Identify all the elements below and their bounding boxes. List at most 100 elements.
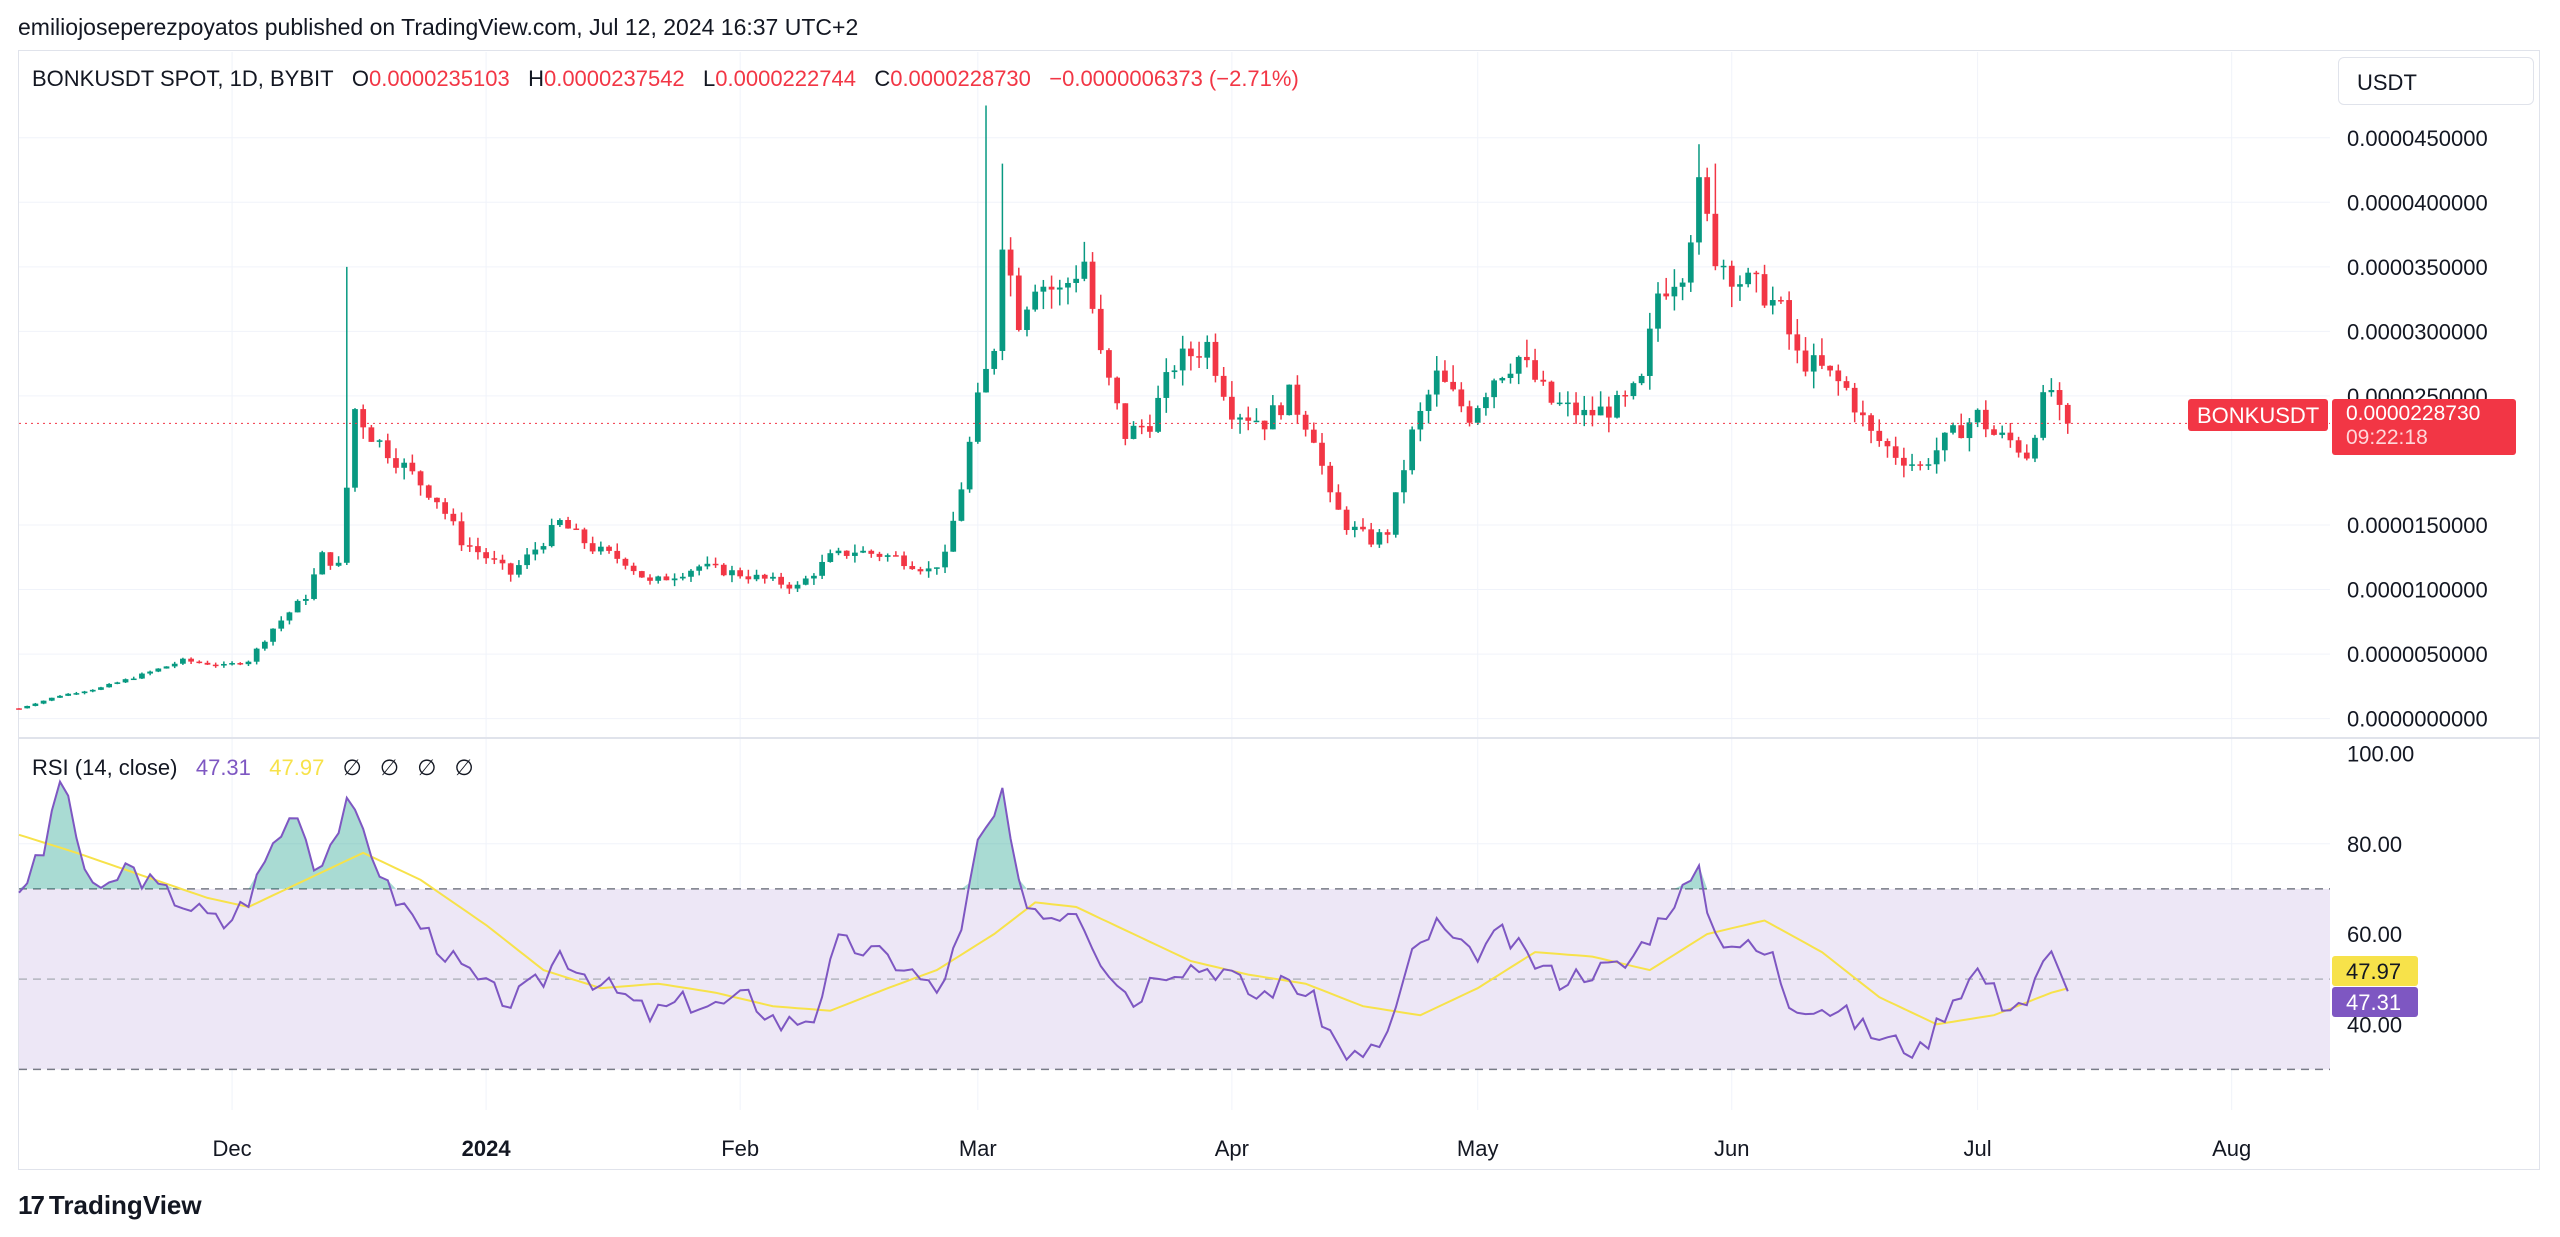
candle-body <box>548 525 555 547</box>
candle-body <box>1286 384 1293 416</box>
candle-body <box>425 485 432 498</box>
candle-body <box>1966 422 1973 439</box>
candle-body <box>155 668 162 672</box>
candle-body <box>1843 381 1850 388</box>
candle-body <box>1409 429 1416 471</box>
currency-button[interactable]: USDT <box>2338 57 2534 105</box>
candle-body <box>1188 348 1194 357</box>
candle-body <box>204 662 211 665</box>
ohlc-legend: BONKUSDT SPOT, 1D, BYBIT O0.0000235103 H… <box>32 66 1299 92</box>
candle-body <box>237 663 244 665</box>
candle-body <box>1237 417 1243 420</box>
candle-body <box>1220 375 1227 397</box>
candle-body <box>1655 293 1661 329</box>
candle-body <box>614 550 621 559</box>
candle-body <box>2048 390 2055 393</box>
candle-body <box>1876 430 1883 442</box>
price-tick-label: 0.0000400000 <box>2347 190 2488 215</box>
candle-body <box>1032 291 1039 310</box>
candle-body <box>1581 409 1588 416</box>
candle-body <box>1892 446 1899 458</box>
candle-body <box>147 671 153 674</box>
candle-body <box>278 620 285 629</box>
rsi-line <box>18 779 2069 1062</box>
symbol-price-label: BONKUSDT <box>2188 399 2328 431</box>
open-label: O <box>351 66 370 91</box>
candle-body <box>778 576 785 585</box>
candle-body <box>2032 437 2038 459</box>
candle-body <box>24 705 31 709</box>
candle-body <box>958 489 965 521</box>
rsi-overbought-fill <box>19 781 2068 889</box>
candle-body <box>1605 406 1612 418</box>
candle-body <box>557 520 563 526</box>
candle-body <box>540 546 547 550</box>
candle-body <box>1778 300 1784 302</box>
candle-body <box>950 520 957 552</box>
candle-body <box>1950 425 1956 433</box>
candle-body <box>1802 350 1809 372</box>
candle-body <box>909 566 916 570</box>
candle-body <box>442 502 449 514</box>
candle-body <box>1327 465 1334 493</box>
candle-body <box>434 497 440 503</box>
candle-body <box>516 565 522 575</box>
candle-body <box>1343 509 1350 531</box>
candle-body <box>1368 529 1375 545</box>
chart-frame <box>18 50 2540 1170</box>
candle-body <box>1302 414 1309 430</box>
candle-body <box>1646 328 1653 376</box>
low-value: 0.0000222744 <box>715 66 856 91</box>
candle-body <box>1196 356 1202 358</box>
instrument-title: BONKUSDT SPOT, 1D, BYBIT <box>32 66 334 91</box>
candle-body <box>1999 432 2006 435</box>
candle-body <box>1941 432 1948 451</box>
candle-body <box>974 392 981 442</box>
candle-body <box>1835 370 1842 382</box>
candle-body <box>294 600 301 613</box>
high-value: 0.0000237542 <box>543 66 685 91</box>
candle-body <box>360 409 367 428</box>
price-tick-label: 0.0000150000 <box>2347 513 2488 538</box>
rsi-ma-line <box>18 833 2069 1026</box>
candle-body <box>1253 420 1260 423</box>
candle-body <box>311 574 317 599</box>
candle-body <box>860 550 866 553</box>
candle-body <box>1679 282 1686 287</box>
candle-body <box>1450 381 1456 390</box>
candle-body <box>638 571 645 578</box>
candle-body <box>1433 370 1440 395</box>
x-tick-label: Apr <box>1215 1136 1249 1161</box>
x-tick-label: Mar <box>959 1136 997 1161</box>
tradingview-logo[interactable]: 17 TradingView <box>18 1190 202 1221</box>
candle-body <box>827 553 834 562</box>
candle-body <box>450 513 457 522</box>
candle-body <box>942 551 948 568</box>
candle-body <box>1319 442 1325 466</box>
candle-body <box>335 562 342 566</box>
candle-body <box>1040 286 1047 292</box>
x-tick-label: Jul <box>1964 1136 1992 1161</box>
candle-body <box>696 566 703 571</box>
candle-body <box>302 598 309 601</box>
candle-body <box>786 584 793 589</box>
price-tick-label: 0.0000000000 <box>2347 707 2488 732</box>
candle-body <box>1556 402 1563 405</box>
candle-body <box>1933 450 1940 465</box>
candle-body <box>1147 426 1153 432</box>
candle-body <box>89 689 96 692</box>
price-tick-label: 0.0000050000 <box>2347 642 2488 667</box>
candle-body <box>737 570 744 577</box>
last-price-value: 0.0000228730 <box>2346 402 2481 425</box>
candle-body <box>622 558 629 566</box>
rsi-band <box>19 888 2330 1071</box>
candle-body <box>819 561 825 576</box>
candle-body <box>876 553 883 557</box>
candle-body <box>1851 387 1858 413</box>
candle-body <box>753 574 760 580</box>
candle-body <box>893 555 899 557</box>
candle-body <box>1819 355 1825 366</box>
candle-body <box>1245 417 1252 421</box>
candle-body <box>343 487 350 563</box>
